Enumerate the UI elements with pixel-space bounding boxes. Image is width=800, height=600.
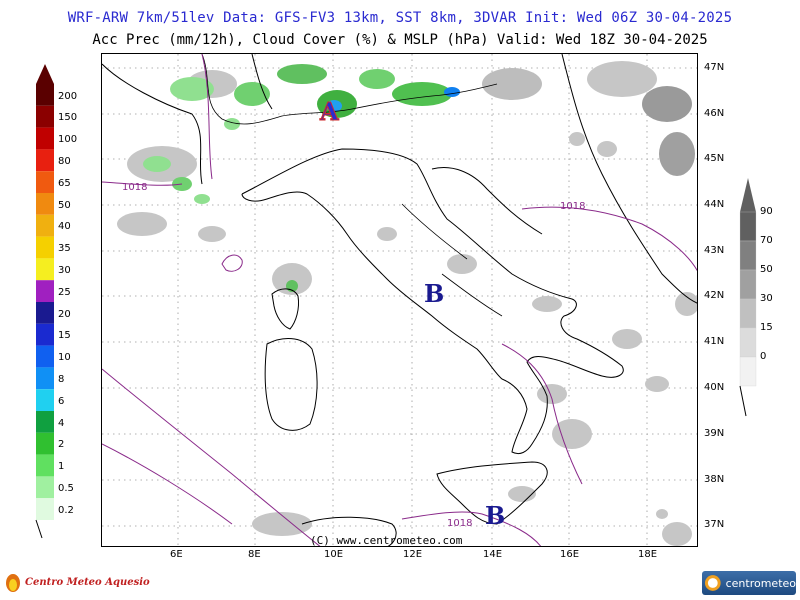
graticule (102, 54, 697, 546)
cloud-legend-label: 0 (760, 351, 767, 362)
precip-legend-swatch (36, 258, 54, 281)
precip-legend-label: 50 (58, 199, 71, 211)
lat-label: 46N (704, 108, 725, 119)
lat-label: 37N (704, 519, 725, 530)
precip-legend-swatch (36, 193, 54, 215)
precip-legend-swatch (36, 236, 54, 259)
lon-label: 16E (560, 549, 580, 560)
title-line-2: Acc Prec (mm/12h), Cloud Cover (%) & MSL… (92, 32, 708, 48)
precip-legend-label: 8 (58, 373, 65, 385)
precip-legend-label: 30 (58, 264, 71, 276)
coastlines (102, 54, 697, 546)
cloud-legend-label: 30 (760, 293, 773, 304)
lat-label: 41N (704, 336, 725, 347)
precip-legend-label: 65 (58, 177, 71, 189)
map-canvas: A B B 1018 1018 1018 (102, 54, 697, 546)
precip-legend-swatch (36, 105, 54, 128)
lon-label: 12E (403, 549, 423, 560)
precip-legend-label: 80 (58, 155, 71, 167)
cloud-legend-swatch (739, 211, 757, 242)
lat-label: 40N (704, 382, 725, 393)
cloud-legend-label: 70 (760, 235, 773, 246)
precip-legend-swatch (36, 149, 54, 172)
isobar-label-south: 1018 (447, 518, 472, 529)
precip-legend-label: 25 (58, 286, 71, 298)
low-pressure-symbol-south: B (485, 501, 505, 530)
weather-map: A B B 1018 1018 1018 (101, 53, 698, 547)
cloud-legend-label: 15 (760, 322, 773, 333)
cloud-legend-swatch (739, 356, 757, 387)
lat-label: 39N (704, 428, 725, 439)
cloud-legend-label: 50 (760, 264, 773, 275)
cloud-legend-swatch (739, 327, 757, 358)
precip-legend-swatch (36, 280, 54, 302)
title-line-1: WRF-ARW 7km/51lev Data: GFS-FV3 13km, SS… (67, 10, 733, 26)
lat-label: 45N (704, 153, 725, 164)
logo-right-text: centrometeo (725, 576, 796, 590)
cloud-legend-top-arrow (740, 178, 756, 212)
cloud-legend-swatch (739, 298, 757, 329)
precip-legend-label: 100 (58, 134, 78, 146)
precip-legend-label: 15 (58, 330, 71, 342)
precip-legend-label: 10 (58, 352, 71, 364)
precip-legend-swatch (36, 411, 54, 433)
precip-legend-swatch (36, 127, 54, 150)
precip-legend-swatch (36, 302, 54, 324)
cloud-cover (117, 61, 697, 546)
precip-legend-label: 20 (58, 308, 71, 320)
precip-legend-top-arrow (36, 64, 54, 84)
precip-legend-label: 150 (58, 112, 78, 124)
cloud-legend-swatch (739, 240, 757, 271)
precip-legend-swatch (36, 84, 54, 106)
precip-legend-swatch (36, 345, 54, 368)
precip-legend-swatch (36, 171, 54, 193)
lon-label: 6E (170, 549, 183, 560)
precip-legend-tail (35, 519, 43, 539)
isobar-label-west: 1018 (122, 182, 147, 193)
logo-centro-meteo-aquesio: Centro Meteo Aquesio (4, 570, 150, 594)
lat-label: 44N (704, 199, 725, 210)
precipitation (143, 64, 460, 292)
precip-legend-label: 35 (58, 243, 71, 255)
cloud-legend-label: 90 (760, 206, 773, 217)
copyright-text: (C) www.centrometeo.com (310, 534, 463, 547)
cloud-legend-tail (739, 385, 747, 417)
precip-legend-label: 6 (58, 395, 65, 407)
isobar-label-east: 1018 (560, 201, 585, 212)
precip-legend-swatch (36, 214, 54, 237)
precip-legend-swatch (36, 367, 54, 390)
precip-legend-swatch (36, 323, 54, 346)
logo-centrometeo: centrometeo (702, 571, 796, 595)
logo-left-text: Centro Meteo Aquesio (25, 576, 150, 588)
precip-legend-swatch (36, 454, 54, 477)
precip-legend-swatch (36, 389, 54, 411)
lon-label: 10E (324, 549, 344, 560)
lat-label: 42N (704, 290, 725, 301)
precip-legend-label: 40 (58, 221, 71, 233)
precip-legend-swatch (36, 476, 54, 499)
lon-label: 8E (248, 549, 261, 560)
cloud-legend-bar (739, 178, 757, 417)
precip-legend-label: 0.5 (58, 482, 74, 494)
precip-legend-bar (35, 64, 54, 539)
globe-icon (704, 575, 721, 591)
low-pressure-symbol-center: B (424, 279, 444, 308)
lat-label: 43N (704, 245, 725, 256)
flame-icon (6, 574, 20, 592)
precip-legend-label: 2 (58, 439, 65, 451)
isobars (102, 54, 697, 546)
lat-label: 47N (704, 62, 725, 73)
lat-label: 38N (704, 474, 725, 485)
precip-legend-label: 4 (58, 417, 65, 429)
high-pressure-symbol: A (319, 97, 339, 126)
precip-legend-swatch (36, 432, 54, 455)
precip-legend-label: 1 (58, 461, 65, 473)
precip-legend-swatch (36, 498, 54, 520)
borders (201, 54, 503, 317)
precip-legend-label: 0.2 (58, 504, 74, 516)
lon-label: 14E (483, 549, 503, 560)
cloud-legend-swatch (739, 269, 757, 300)
lon-label: 18E (638, 549, 658, 560)
precip-legend-label: 200 (58, 90, 78, 102)
